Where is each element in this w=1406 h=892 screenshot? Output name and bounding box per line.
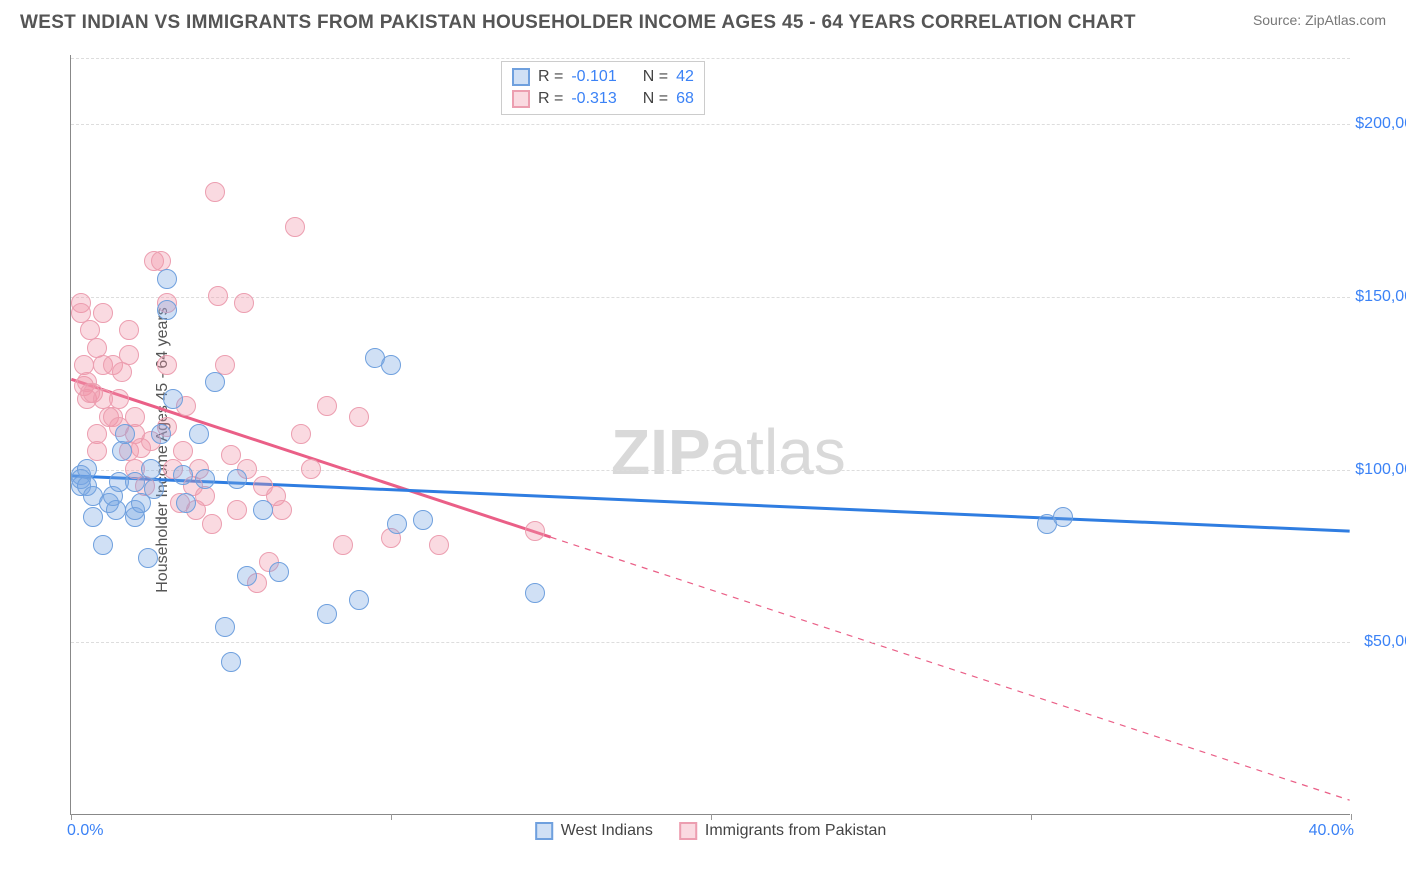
scatter-point-blue	[1053, 507, 1073, 527]
scatter-point-blue	[138, 548, 158, 568]
scatter-point-blue	[253, 500, 273, 520]
scatter-point-blue	[195, 469, 215, 489]
y-tick-label: $100,000	[1355, 461, 1406, 479]
legend-stats-row: R = -0.101 N = 42	[512, 66, 694, 88]
scatter-point-pink	[349, 407, 369, 427]
y-tick-label: $150,000	[1355, 288, 1406, 306]
trendline-pink-extrapolated	[551, 537, 1350, 800]
scatter-point-blue	[157, 269, 177, 289]
legend-item-pakistan: Immigrants from Pakistan	[679, 822, 886, 840]
x-tick	[1351, 814, 1352, 820]
scatter-point-pink	[429, 535, 449, 555]
y-tick-label: $200,000	[1355, 115, 1406, 133]
r-value: -0.313	[571, 90, 616, 108]
legend-stats: R = -0.101 N = 42 R = -0.313 N = 68	[501, 61, 705, 115]
watermark: ZIPatlas	[611, 415, 846, 489]
scatter-point-blue	[349, 590, 369, 610]
scatter-point-blue	[387, 514, 407, 534]
scatter-point-blue	[115, 424, 135, 444]
scatter-point-pink	[195, 486, 215, 506]
source-label: Source: ZipAtlas.com	[1253, 12, 1386, 28]
scatter-point-blue	[93, 535, 113, 555]
scatter-point-blue	[157, 300, 177, 320]
legend-stats-row: R = -0.313 N = 68	[512, 88, 694, 110]
scatter-point-pink	[227, 500, 247, 520]
chart-title: WEST INDIAN VS IMMIGRANTS FROM PAKISTAN …	[20, 12, 1136, 34]
x-tick-label: 40.0%	[1309, 822, 1354, 840]
r-label: R =	[538, 68, 563, 86]
legend-item-west-indians: West Indians	[535, 822, 653, 840]
legend-swatch-pink	[679, 822, 697, 840]
scatter-point-blue	[205, 372, 225, 392]
scatter-point-pink	[272, 500, 292, 520]
scatter-point-pink	[285, 217, 305, 237]
scatter-point-blue	[221, 652, 241, 672]
scatter-point-pink	[202, 514, 222, 534]
x-tick-label: 0.0%	[67, 822, 103, 840]
scatter-point-blue	[413, 510, 433, 530]
x-tick	[1031, 814, 1032, 820]
scatter-point-blue	[83, 507, 103, 527]
legend-swatch-blue	[535, 822, 553, 840]
scatter-point-pink	[317, 396, 337, 416]
scatter-point-blue	[106, 500, 126, 520]
legend-label: Immigrants from Pakistan	[705, 822, 886, 840]
scatter-point-blue	[215, 617, 235, 637]
legend-swatch	[512, 68, 530, 86]
scatter-point-pink	[234, 293, 254, 313]
scatter-point-pink	[301, 459, 321, 479]
y-tick-label: $50,000	[1364, 633, 1406, 651]
scatter-point-pink	[205, 182, 225, 202]
scatter-point-pink	[333, 535, 353, 555]
n-value: 68	[676, 90, 694, 108]
scatter-point-pink	[157, 355, 177, 375]
scatter-point-pink	[208, 286, 228, 306]
scatter-point-blue	[189, 424, 209, 444]
legend-bottom: West Indians Immigrants from Pakistan	[535, 822, 887, 840]
legend-label: West Indians	[561, 822, 653, 840]
legend-swatch	[512, 90, 530, 108]
scatter-point-blue	[151, 424, 171, 444]
scatter-point-blue	[269, 562, 289, 582]
n-label: N =	[643, 90, 668, 108]
scatter-point-pink	[119, 320, 139, 340]
scatter-point-blue	[112, 441, 132, 461]
scatter-point-pink	[173, 441, 193, 461]
scatter-point-pink	[93, 303, 113, 323]
scatter-point-blue	[125, 472, 145, 492]
r-value: -0.101	[571, 68, 616, 86]
scatter-point-blue	[176, 493, 196, 513]
scatter-point-blue	[163, 389, 183, 409]
plot-area: ZIPatlas R =-0.101N =42R =-0.313N =68 We…	[70, 55, 1350, 815]
scatter-point-blue	[173, 465, 193, 485]
scatter-point-pink	[119, 345, 139, 365]
chart-container: Householder Income Ages 45 - 64 years ZI…	[55, 55, 1385, 845]
x-tick	[71, 814, 72, 820]
n-label: N =	[643, 68, 668, 86]
scatter-point-blue	[237, 566, 257, 586]
r-label: R =	[538, 90, 563, 108]
scatter-point-blue	[144, 479, 164, 499]
scatter-point-blue	[227, 469, 247, 489]
scatter-point-blue	[525, 583, 545, 603]
n-value: 42	[676, 68, 694, 86]
scatter-point-pink	[109, 389, 129, 409]
scatter-point-blue	[77, 459, 97, 479]
scatter-point-pink	[112, 362, 132, 382]
x-tick	[711, 814, 712, 820]
scatter-point-pink	[291, 424, 311, 444]
scatter-point-pink	[525, 521, 545, 541]
scatter-point-blue	[141, 459, 161, 479]
x-tick	[391, 814, 392, 820]
scatter-point-blue	[317, 604, 337, 624]
scatter-point-blue	[381, 355, 401, 375]
